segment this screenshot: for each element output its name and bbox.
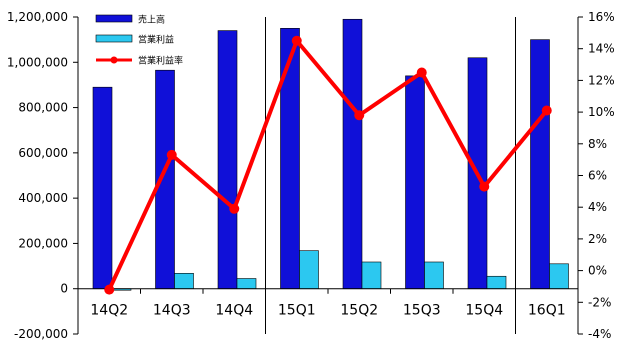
point-margin-15Q2	[354, 110, 365, 121]
y-left-tick-label: 400,000	[18, 191, 68, 205]
y-left-tick-label: 1,200,000	[7, 10, 68, 24]
bar-sales-15Q2	[342, 18, 363, 290]
point-margin-16Q1	[541, 105, 552, 116]
legend-label-sales: 売上高	[138, 14, 165, 26]
bar-profit-14Q4	[236, 278, 257, 290]
bar-sales-16Q1	[530, 39, 550, 290]
y-right-tick-label: 8%	[588, 137, 607, 151]
y-left-tick-label: 800,000	[18, 101, 68, 115]
line-layer	[104, 35, 552, 295]
legend-label-margin: 営業利益率	[138, 55, 183, 67]
point-margin-15Q4	[479, 181, 490, 192]
y-left-tick-label: 600,000	[18, 146, 68, 160]
bar-profit-15Q2	[361, 261, 382, 290]
bar-sales-15Q3	[405, 75, 425, 290]
bar-profit-15Q1	[299, 250, 319, 290]
x-tick-label-16Q1: 16Q1	[528, 303, 566, 319]
bar-profit-16Q1	[549, 263, 569, 290]
y-right-tick-label: 4%	[588, 200, 607, 214]
y-left-tick-label: -200,000	[14, 327, 68, 341]
y-right-tick-label: 6%	[588, 169, 607, 183]
x-tick-label-15Q3: 15Q3	[403, 303, 441, 319]
point-margin-14Q4	[229, 203, 240, 214]
bar-profit-15Q3	[424, 261, 444, 290]
y-right-tick-label: 0%	[588, 264, 607, 278]
bar-sales-15Q1	[280, 28, 300, 290]
y-right-tick-label: 12%	[588, 73, 615, 87]
x-tick-label-15Q2: 15Q2	[340, 303, 378, 319]
y-right-tick-label: 10%	[588, 105, 615, 119]
y-left-tick-label: 200,000	[18, 236, 68, 250]
x-tick-label-15Q1: 15Q1	[278, 303, 316, 319]
bar-profit-15Q4	[486, 275, 507, 290]
y-right-tick-label: -2%	[588, 295, 611, 309]
bar-sales-14Q4	[217, 30, 238, 290]
point-margin-15Q3	[416, 67, 427, 78]
point-margin-15Q1	[291, 35, 302, 46]
legend-label-profit: 営業利益	[138, 34, 174, 46]
y-right-tick-label: 16%	[588, 10, 615, 24]
bars-layer	[92, 18, 569, 291]
x-tick-label-14Q2: 14Q2	[90, 303, 128, 319]
legend-swatch-margin-marker	[110, 56, 118, 64]
point-margin-14Q3	[166, 149, 177, 160]
x-tick-label-14Q3: 14Q3	[153, 303, 191, 319]
legend-swatch-sales	[95, 14, 133, 23]
y-left-tick-label: 1,000,000	[7, 55, 68, 69]
line-margin	[107, 38, 549, 291]
legend-swatch-profit	[95, 34, 133, 43]
y-right-tick-label: 2%	[588, 232, 607, 246]
bar-sales-14Q2	[92, 86, 113, 290]
bar-profit-14Q3	[174, 273, 194, 290]
x-tick-label-15Q4: 15Q4	[465, 303, 503, 319]
point-margin-14Q2	[104, 284, 115, 295]
y-left-tick-label: 0	[60, 282, 68, 296]
y-right-tick-label: 14%	[588, 42, 615, 56]
axes-layer: 14Q2 14Q3 14Q4 15Q1 15Q2 15Q3 15Q4 16Q1 -200,000…	[7, 10, 615, 341]
y-right-tick-label: -4%	[588, 327, 611, 341]
x-tick-label-14Q4: 14Q4	[215, 303, 253, 319]
